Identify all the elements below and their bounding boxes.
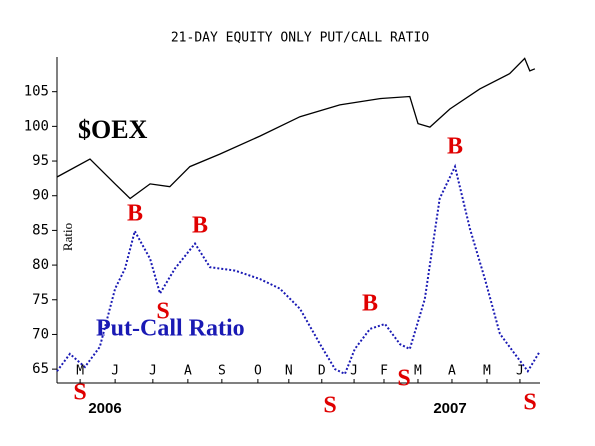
series-line <box>56 57 536 200</box>
signal-label: S <box>523 390 536 416</box>
signal-label: B <box>192 213 208 239</box>
signal-label: S <box>73 380 86 406</box>
x-tick-label: M <box>483 364 491 379</box>
signal-label: B <box>447 134 463 160</box>
x-tick-label: A <box>184 364 192 379</box>
x-tick-label: A <box>448 364 456 379</box>
signal-label: S <box>323 393 336 419</box>
x-tick-label: F <box>380 364 388 379</box>
y-tick-label: 65 <box>32 361 49 377</box>
x-tick-label: M <box>414 364 422 379</box>
x-tick-label: O <box>254 364 262 379</box>
x-tick-label: J <box>111 364 119 379</box>
y-tick-label: 100 <box>24 118 49 134</box>
y-tick-label: 85 <box>32 222 49 238</box>
x-tick-label: D <box>318 364 326 379</box>
x-tick-label: J <box>350 364 358 379</box>
x-tick-label: J <box>516 364 524 379</box>
y-tick-label: 95 <box>32 153 49 169</box>
year-label: 2006 <box>88 400 121 417</box>
x-tick-label: S <box>218 364 226 379</box>
series-label: $OEX <box>78 115 148 144</box>
signal-label: S <box>156 299 169 325</box>
series-label: Put-Call Ratio <box>96 316 245 342</box>
y-tick-label: 75 <box>32 292 49 308</box>
chart-title: 21-DAY EQUITY ONLY PUT/CALL RATIO <box>171 31 429 46</box>
y-axis-label: Ratio <box>60 223 75 251</box>
signal-label: B <box>362 291 378 317</box>
y-tick-label: 80 <box>32 257 49 273</box>
signal-label: B <box>127 201 143 227</box>
y-tick-label: 90 <box>32 188 49 204</box>
x-tick-label: N <box>285 364 293 379</box>
y-tick-label: 105 <box>24 84 49 100</box>
signal-label: S <box>397 366 410 392</box>
x-tick-label: M <box>76 364 84 379</box>
y-tick-label: 70 <box>32 326 49 342</box>
year-label: 2007 <box>433 400 466 417</box>
x-tick-label: J <box>149 364 157 379</box>
